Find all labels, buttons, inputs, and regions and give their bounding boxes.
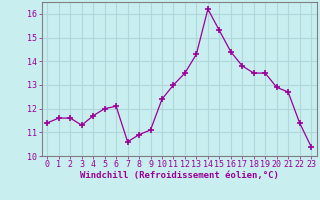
X-axis label: Windchill (Refroidissement éolien,°C): Windchill (Refroidissement éolien,°C) (80, 171, 279, 180)
